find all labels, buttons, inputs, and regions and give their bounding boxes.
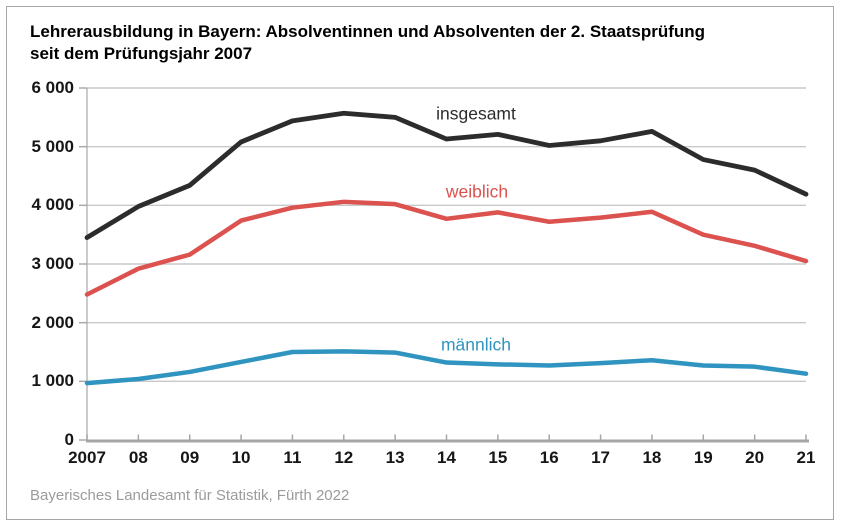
y-axis-label-5000: 5 000 bbox=[31, 136, 74, 156]
series-label-0: insgesamt bbox=[436, 103, 516, 124]
series-line-0 bbox=[84, 110, 809, 241]
x-axis-label-13: 13 bbox=[385, 448, 405, 467]
figure-border bbox=[6, 6, 834, 520]
x-axis-label-11: 11 bbox=[283, 448, 302, 467]
series-label-1: weiblich bbox=[445, 181, 509, 202]
chart-title: Lehrerausbildung in Bayern: Absolventinn… bbox=[30, 21, 825, 65]
x-axis-label-18: 18 bbox=[642, 448, 662, 467]
series-line-1 bbox=[84, 199, 809, 297]
y-axis-label-4000: 4 000 bbox=[31, 195, 74, 215]
source-note: Bayerisches Landesamt für Statistik, Für… bbox=[30, 487, 350, 504]
x-axis-label-16: 16 bbox=[539, 448, 559, 467]
y-axis-label-1000: 1 000 bbox=[31, 371, 74, 391]
x-axis-label-10: 10 bbox=[231, 448, 251, 467]
x-axis-label-19: 19 bbox=[693, 448, 713, 467]
chart-title-line2: seit dem Prüfungsjahr 2007 bbox=[30, 44, 253, 63]
y-axis-label-2000: 2 000 bbox=[31, 312, 74, 332]
series-label-2: männlich bbox=[440, 334, 512, 355]
x-axis-label-20: 20 bbox=[745, 448, 765, 467]
chart-title-line1: Lehrerausbildung in Bayern: Absolventinn… bbox=[30, 22, 706, 41]
y-axis-label-6000: 6 000 bbox=[31, 78, 74, 97]
x-axis-label-09: 09 bbox=[180, 448, 200, 467]
x-axis-label-12: 12 bbox=[334, 448, 354, 467]
y-axis-label-0: 0 bbox=[64, 430, 74, 449]
x-axis-label-2007: 2007 bbox=[68, 448, 106, 467]
x-axis-label-21: 21 bbox=[796, 448, 816, 467]
x-axis-label-08: 08 bbox=[128, 448, 148, 467]
x-axis-label-15: 15 bbox=[488, 448, 508, 467]
x-axis-label-14: 14 bbox=[437, 448, 456, 467]
y-axis-label-3000: 3 000 bbox=[31, 254, 74, 273]
x-axis-label-17: 17 bbox=[591, 448, 611, 467]
series-line-2 bbox=[84, 349, 809, 386]
